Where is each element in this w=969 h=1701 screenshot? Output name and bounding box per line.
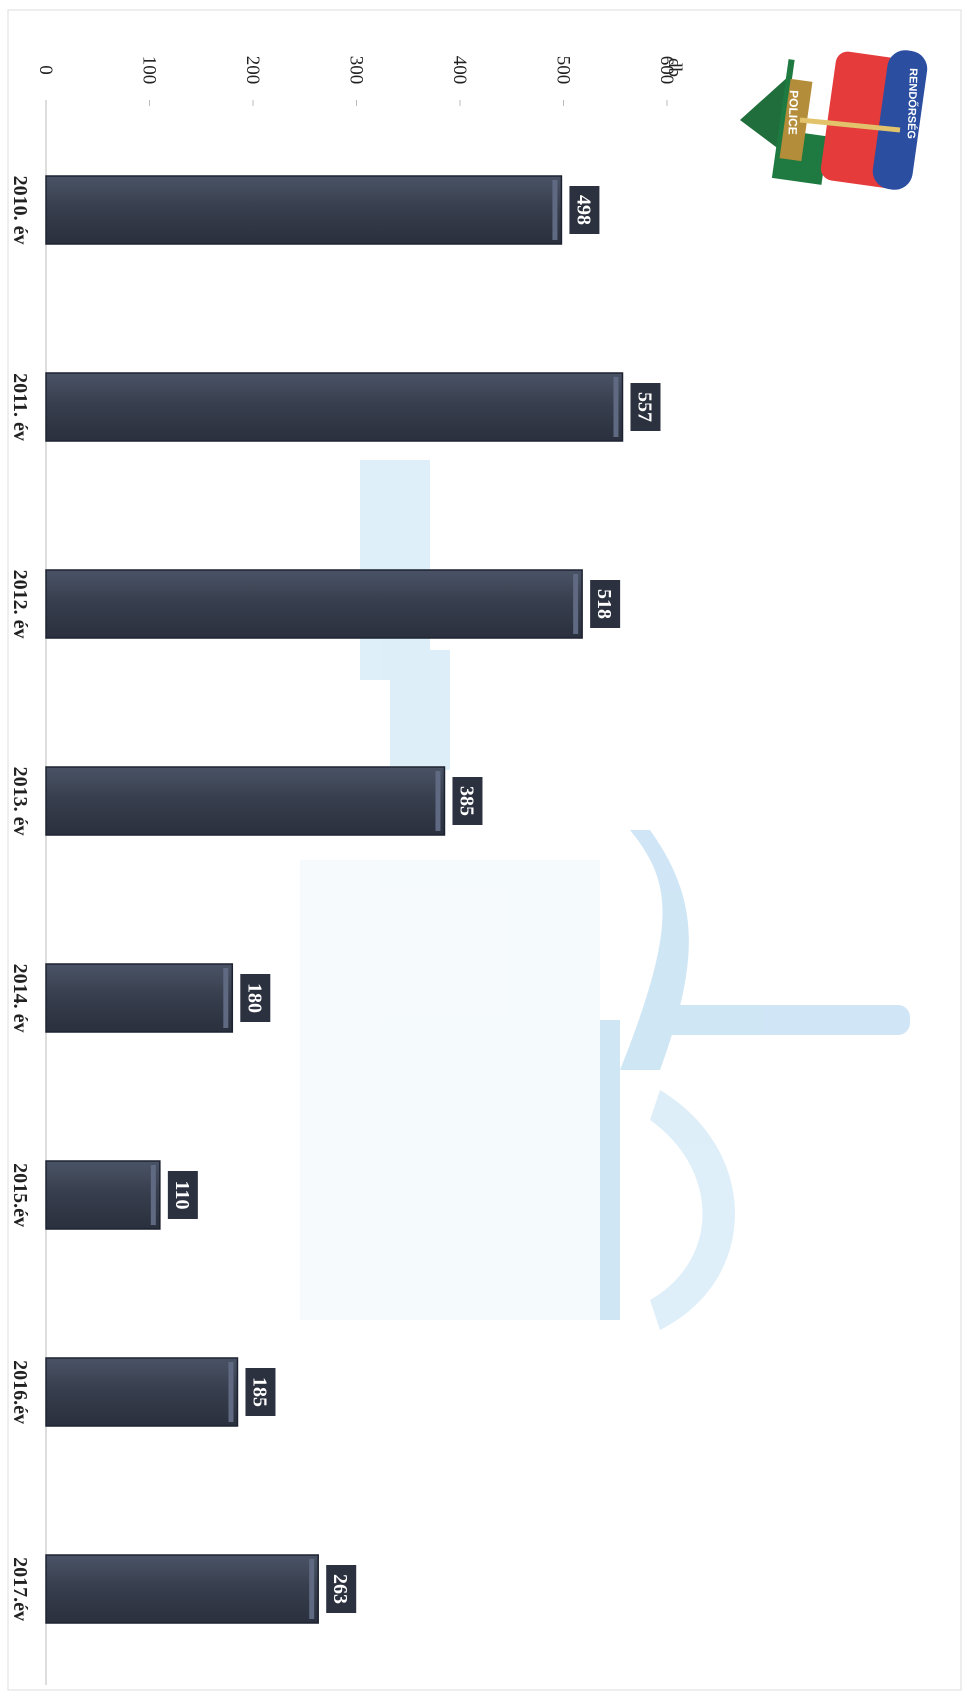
value-tick-label: 300 — [346, 56, 367, 85]
bar-highlight — [150, 1165, 156, 1225]
value-tick-label: 500 — [553, 56, 574, 85]
value-label: 180 — [243, 983, 265, 1013]
bar — [45, 1357, 239, 1427]
category-label: 2016.év — [9, 1360, 31, 1424]
category-label: 2010. év — [9, 176, 31, 245]
bar-highlight — [223, 968, 229, 1028]
value-tick-label: 100 — [139, 56, 160, 85]
bar-highlight — [228, 1362, 234, 1422]
value-label-box — [590, 580, 621, 628]
value-label: 185 — [248, 1377, 270, 1407]
category-label: 2014. év — [9, 964, 31, 1033]
bar — [45, 569, 583, 639]
police-logo: POLICE RENDŐRSÉG — [740, 50, 928, 190]
bar-highlight — [573, 574, 579, 634]
value-tick-label: 400 — [449, 56, 470, 85]
category-label: 2013. év — [9, 767, 31, 836]
bar — [45, 1160, 161, 1230]
bars — [45, 175, 624, 1624]
value-axis-ticks: 0 100 200 300 400 500 600 — [35, 56, 677, 106]
value-label: 557 — [633, 392, 655, 422]
value-label: 498 — [572, 195, 594, 225]
logo-rendorseg-text: RENDŐRSÉG — [905, 68, 920, 139]
value-label-box — [245, 1368, 276, 1416]
bar — [45, 766, 446, 836]
bar-highlight — [552, 180, 558, 240]
category-labels: 2010. év 2011. év 2012. év 2013. év 2014. év… — [9, 176, 31, 1621]
watermark-building — [300, 460, 910, 1330]
value-tick-label: 200 — [242, 56, 263, 85]
value-label-box — [240, 974, 271, 1022]
value-label-box — [630, 383, 661, 431]
value-tick-label: 0 — [35, 65, 56, 75]
bar — [45, 1554, 319, 1624]
bar-highlight — [435, 771, 441, 831]
value-labels: 498 557 518 385 180 110 185 263 — [167, 186, 661, 1613]
category-label: 2017.év — [9, 1557, 31, 1621]
value-label-box — [569, 186, 600, 234]
plot-area: 0 100 200 300 400 500 600 2010. év 2011. év 2012… — [9, 56, 677, 1685]
bar — [45, 963, 234, 1033]
value-label-box — [326, 1565, 357, 1613]
bar — [45, 175, 563, 245]
category-label: 2011. év — [9, 373, 31, 441]
value-tick-label: 600 — [656, 56, 677, 85]
category-label: 2015.év — [9, 1163, 31, 1227]
value-label: 263 — [329, 1574, 351, 1604]
logo-police-text: POLICE — [785, 90, 801, 135]
category-label: 2012. év — [9, 570, 31, 639]
bar-highlight — [309, 1559, 315, 1619]
value-label-box — [167, 1171, 198, 1219]
value-label-box — [452, 777, 483, 825]
unit-label: db — [664, 58, 685, 77]
value-label: 110 — [171, 1181, 193, 1210]
value-label: 518 — [593, 589, 615, 619]
page-border — [7, 9, 962, 1691]
bar-highlight — [613, 377, 619, 437]
value-label: 385 — [455, 786, 477, 816]
bar — [45, 372, 624, 442]
